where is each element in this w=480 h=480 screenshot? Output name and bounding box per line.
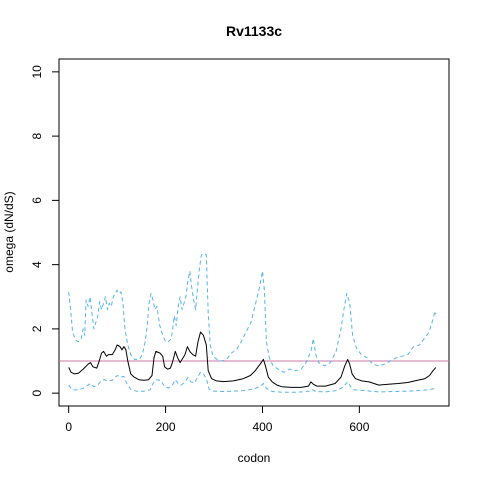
y-tick-label: 4: [30, 261, 44, 268]
y-tick-label: 2: [30, 325, 44, 332]
y-axis: 0 2 4 6 8 10: [30, 65, 60, 396]
y-tick-label: 6: [30, 197, 44, 204]
lower-bound-line: [68, 371, 436, 393]
x-axis: 0 200 400 600: [65, 405, 370, 434]
upper-bound-line: [68, 252, 437, 373]
y-tick-label: 10: [30, 65, 44, 79]
chart-title: Rv1133c: [226, 23, 282, 39]
y-axis-label: omega (dN/dS): [2, 191, 16, 272]
y-tick-label: 8: [30, 132, 44, 139]
y-tick-label: 0: [30, 389, 44, 396]
omega-estimate-line: [68, 331, 437, 388]
x-tick-label: 600: [349, 420, 369, 434]
x-tick-label: 400: [252, 420, 272, 434]
x-tick-label: 0: [65, 420, 72, 434]
plot-area: [59, 252, 449, 393]
x-tick-label: 200: [156, 420, 176, 434]
x-axis-label: codon: [238, 451, 271, 465]
plot-frame: [58, 58, 450, 407]
